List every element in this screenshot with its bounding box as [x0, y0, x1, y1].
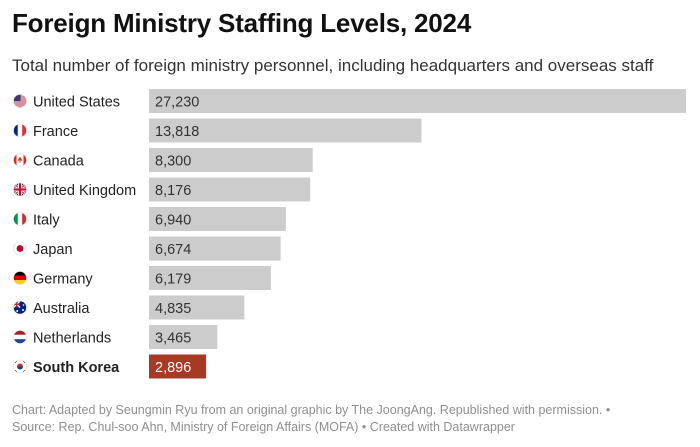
bar-row-italy: Italy 6,940 — [13, 207, 286, 231]
bar-row-canada: Canada 8,300 — [13, 148, 313, 172]
italy-flag-icon — [13, 212, 27, 226]
uk-flag-icon — [13, 182, 27, 197]
category-label: United Kingdom — [33, 183, 136, 199]
category-label: South Korea — [33, 360, 120, 376]
chart-title: Foreign Ministry Staffing Levels, 2024 — [12, 8, 472, 38]
value-label: 13,818 — [155, 124, 199, 140]
bar-chart: United States 27,230 France 13,818 Canada 8,3… — [13, 89, 686, 379]
source-line: Source: Rep. Chul-soo Ahn, Ministry of F… — [12, 420, 515, 434]
bar — [149, 236, 281, 261]
value-label: 3,465 — [155, 331, 191, 347]
value-label: 27,230 — [155, 95, 199, 111]
category-label: France — [33, 124, 78, 140]
bar — [149, 266, 271, 290]
chart-footer: Chart: Adapted by Seungmin Ryu from an o… — [12, 402, 682, 436]
france-flag-icon — [13, 123, 27, 138]
bar — [149, 148, 313, 172]
canada-flag-icon — [13, 153, 27, 167]
value-label: 6,674 — [155, 242, 191, 258]
chart-subtitle: Total number of foreign ministry personn… — [12, 56, 654, 75]
value-label: 8,300 — [155, 154, 191, 170]
category-label: Australia — [33, 301, 90, 317]
value-label: 6,179 — [155, 272, 191, 288]
value-label: 6,940 — [155, 213, 191, 229]
bar-row-south-korea: South Korea 2,896 — [13, 354, 207, 379]
bar — [149, 118, 422, 143]
category-label: Netherlands — [33, 331, 111, 347]
category-label: United States — [33, 95, 120, 111]
bar — [149, 89, 686, 113]
us-flag-icon — [13, 94, 27, 108]
bar — [149, 177, 311, 202]
bar-row-germany: Germany 6,179 — [13, 266, 271, 290]
category-label: Italy — [33, 213, 60, 229]
bar-row-france: France 13,818 — [13, 118, 422, 143]
japan-flag-icon — [13, 241, 27, 256]
value-label: 2,896 — [155, 360, 191, 376]
australia-flag-icon — [13, 300, 27, 315]
bar-row-japan: Japan 6,674 — [13, 236, 281, 261]
bar-row-united-states: United States 27,230 — [13, 89, 686, 113]
bar — [149, 295, 245, 320]
category-label: Germany — [33, 272, 93, 288]
bar — [149, 354, 207, 379]
bar — [149, 207, 286, 231]
bar-row-australia: Australia 4,835 — [13, 295, 245, 320]
bar-row-united-kingdom: United Kingdom 8,176 — [13, 177, 311, 202]
netherlands-flag-icon — [13, 330, 27, 344]
value-label: 4,835 — [155, 301, 191, 317]
south-korea-flag-icon — [13, 359, 27, 374]
category-label: Canada — [33, 154, 85, 170]
value-label: 8,176 — [155, 183, 191, 199]
bar — [149, 325, 218, 349]
bar-row-netherlands: Netherlands 3,465 — [13, 325, 218, 349]
category-label: Japan — [33, 242, 73, 258]
credit-line: Chart: Adapted by Seungmin Ryu from an o… — [12, 403, 611, 417]
germany-flag-icon — [13, 271, 27, 285]
